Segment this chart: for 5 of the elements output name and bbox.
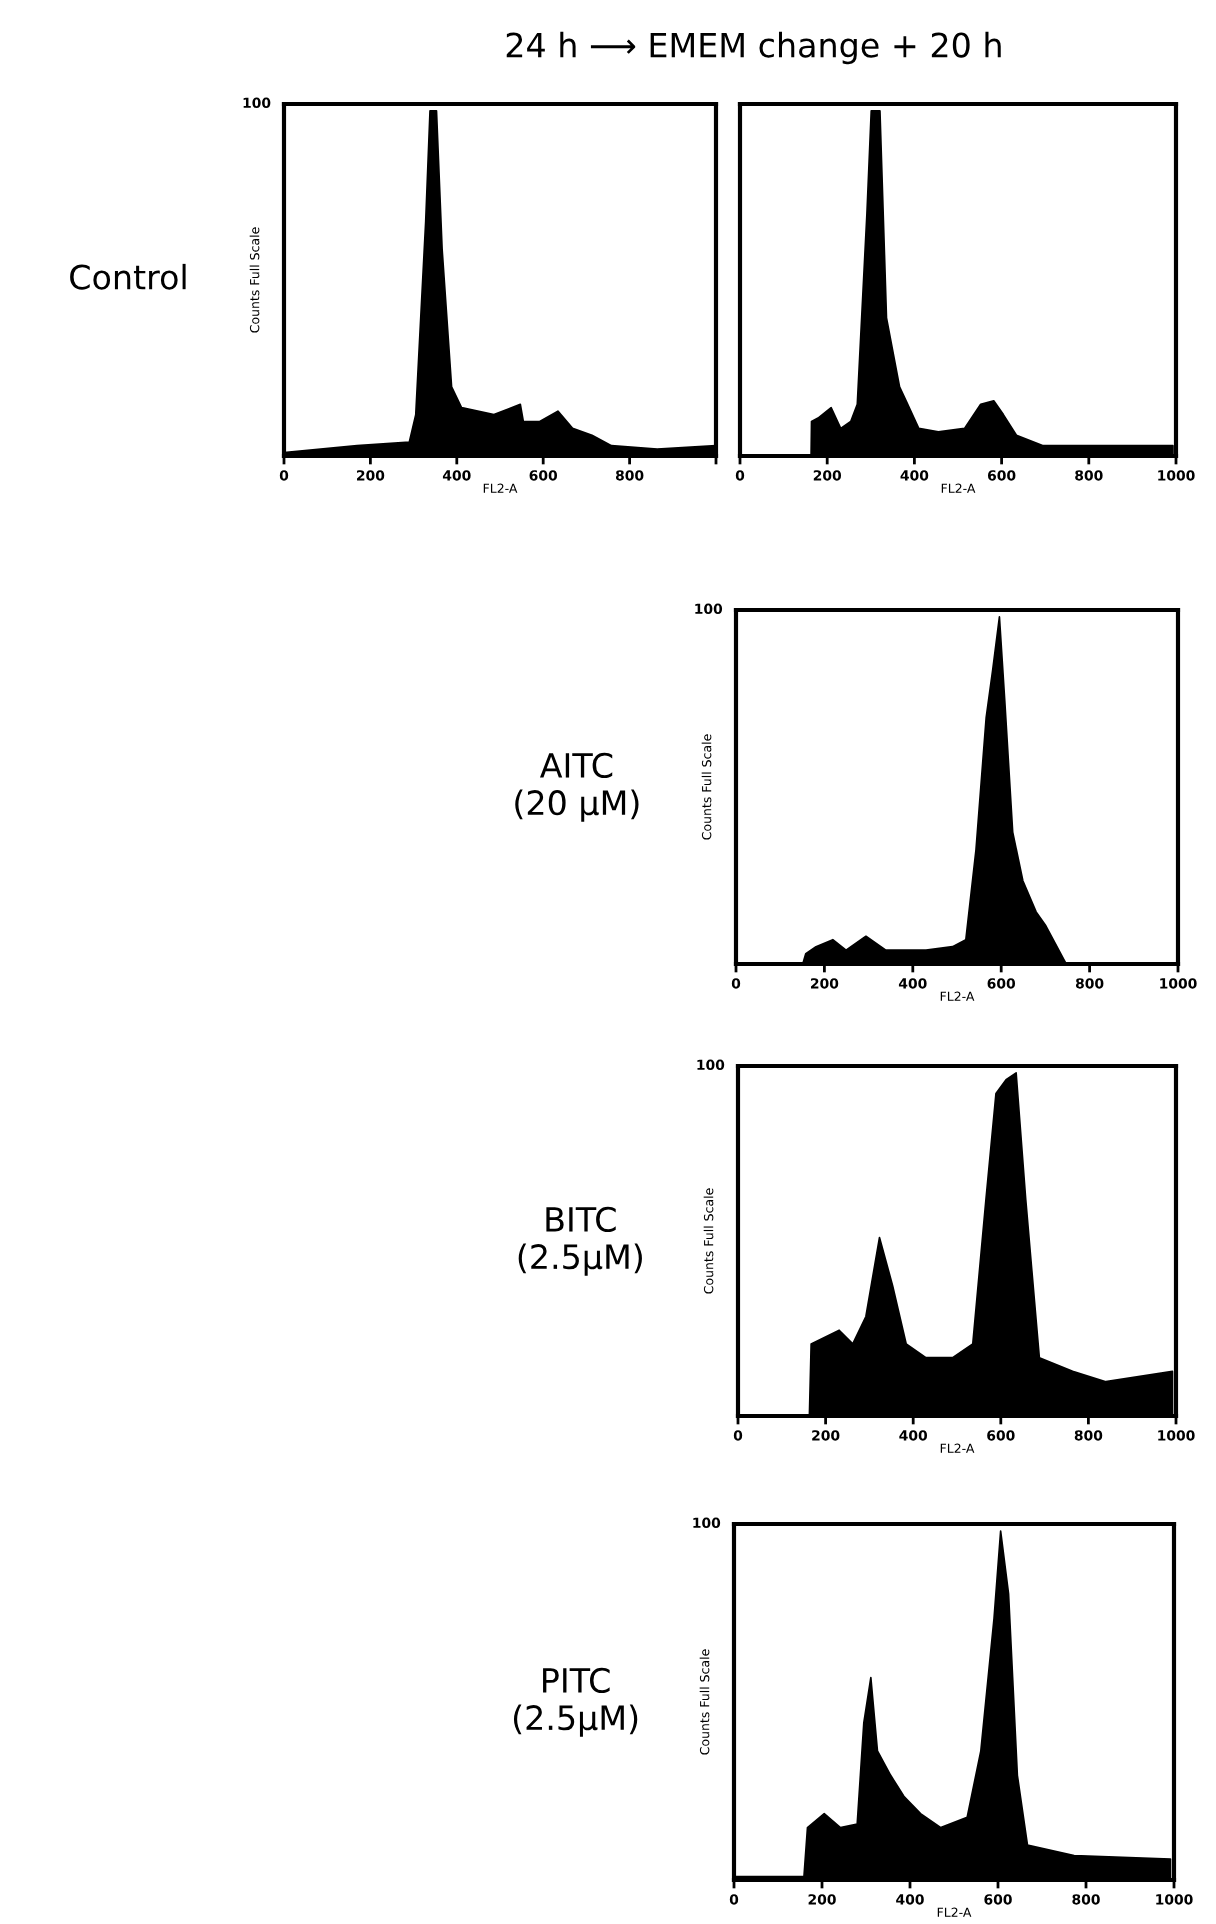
text: PITC (2.5µM) — [513, 1667, 638, 1737]
text: BITC (2.5µM) — [518, 1206, 642, 1276]
text: Control — [70, 263, 186, 290]
text: AITC (20 µM) — [515, 752, 639, 822]
chart-title: 24 h ⟶ EMEM change + 20 h — [506, 31, 1001, 65]
